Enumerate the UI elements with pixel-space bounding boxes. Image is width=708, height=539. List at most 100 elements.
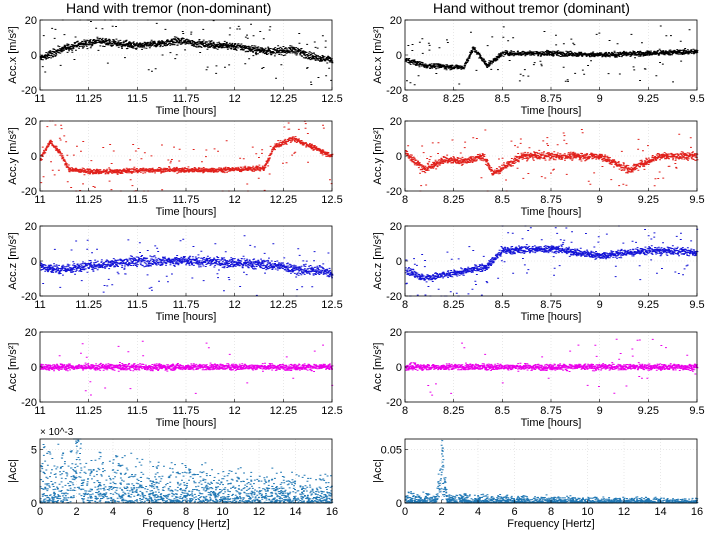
x-tick-label: 8.25 (443, 405, 464, 417)
x-tick-label: 8.5 (495, 93, 510, 105)
y-axis-label: |Acc| (372, 459, 384, 483)
x-axis-label: Time [hours] (156, 417, 217, 429)
panel-right-fft: 0 2 4 6 8 10 12 14 16 0 0.05 Frequency [Hertz] |Acc| (372, 438, 703, 530)
x-tick-label: 8.75 (540, 405, 561, 417)
x-tick-label: 9.5 (689, 93, 704, 105)
x-tick-label: 11.25 (75, 194, 102, 206)
y-axis-label: Acc.x [m/s²] (372, 26, 384, 83)
y-tick-label: -20 (386, 397, 402, 409)
x-tick-label: 11 (34, 405, 45, 417)
x-tick-label: 0 (37, 506, 43, 518)
panel-left-accz: 11 11.25 11.5 11.75 12 12.25 12.5 -20 0 20 Time [h… (7, 221, 343, 323)
x-tick-label: 4 (475, 506, 481, 518)
x-tick-label: 9 (597, 299, 603, 311)
y-tick-label: 5 (31, 445, 37, 457)
x-tick-label: 9.5 (689, 194, 704, 206)
x-tick-label: 2 (438, 506, 444, 518)
x-tick-label: 8.75 (540, 93, 561, 105)
y-tick-label: 20 (390, 116, 402, 128)
axes-box (39, 120, 333, 192)
y-tick-label: 20 (390, 15, 402, 27)
panel-left-acc: 11 11.25 11.5 11.75 12 12.25 12.5 -20 0 20 Time [h… (7, 327, 343, 429)
x-tick-label: 8 (402, 93, 408, 105)
x-tick-label: 9.25 (638, 299, 659, 311)
panel-right-accz: 8 8.25 8.5 8.75 9 9.25 9.5 -20 0 20 Time [hours] Ac… (372, 221, 705, 323)
x-tick-label: 12 (229, 93, 241, 105)
x-axis-label: Time [hours] (521, 105, 582, 117)
y-tick-label: 0.05 (381, 445, 402, 457)
x-tick-label: 11.25 (75, 299, 102, 311)
x-tick-label: 9.5 (689, 405, 704, 417)
panel-left-accx: 11 11.25 11.5 11.75 12 12.25 12.5 -20 0 20 Time [h… (7, 15, 343, 117)
x-axis-label: Time [hours] (156, 206, 217, 218)
x-tick-label: 8.5 (495, 299, 510, 311)
y-tick-label: 0 (31, 50, 37, 62)
x-tick-label: 12 (229, 299, 241, 311)
y-tick-label: 0 (31, 362, 37, 374)
panel-left-accy: 11 11.25 11.5 11.75 12 12.25 12.5 -20 0 20 Time [h… (7, 116, 343, 218)
left-column-title: Hand with tremor (non-dominant) (66, 0, 272, 16)
y-axis-label: Acc [m/s²] (372, 343, 384, 392)
y-axis-label: Acc.z [m/s²] (7, 232, 19, 289)
y-tick-label: 0 (31, 498, 37, 510)
y-tick-label: -20 (21, 291, 37, 303)
data-series-left-accz (39, 235, 334, 297)
x-tick-label: 12 (618, 506, 630, 518)
data-series-left-fft (39, 438, 334, 504)
x-tick-label: 8 (183, 506, 189, 518)
x-tick-label: 14 (289, 506, 301, 518)
x-tick-label: 11 (34, 299, 45, 311)
y-tick-label: 20 (25, 221, 37, 233)
x-tick-label: 8.25 (443, 93, 464, 105)
y-axis-label: |Acc| (7, 459, 19, 483)
x-tick-label: 11.75 (173, 299, 200, 311)
y-tick-label: -20 (386, 291, 402, 303)
x-tick-label: 11.5 (127, 93, 148, 105)
x-tick-label: 12.5 (321, 93, 342, 105)
y-tick-label: -20 (21, 186, 37, 198)
data-series-left-acc (39, 340, 334, 396)
x-tick-label: 11.75 (173, 405, 200, 417)
x-tick-label: 9 (597, 194, 603, 206)
x-tick-label: 8 (548, 506, 554, 518)
x-tick-label: 11 (34, 93, 45, 105)
x-tick-label: 9.5 (689, 299, 704, 311)
y-tick-label: 0 (396, 362, 402, 374)
x-axis-label: Frequency [Hertz] (507, 518, 594, 530)
x-axis-label: Time [hours] (156, 105, 217, 117)
x-tick-label: 9.25 (638, 93, 659, 105)
y-tick-label: -20 (386, 186, 402, 198)
x-tick-label: 0 (402, 506, 408, 518)
x-tick-label: 11.5 (127, 194, 148, 206)
x-tick-label: 11.25 (75, 405, 102, 417)
x-tick-label: 9.25 (638, 405, 659, 417)
x-tick-label: 8.25 (443, 194, 464, 206)
y-tick-label: 20 (390, 221, 402, 233)
x-tick-label: 8 (402, 299, 408, 311)
y-axis-label: Acc.y [m/s²] (7, 127, 19, 184)
x-tick-label: 12 (229, 405, 241, 417)
x-tick-label: 12.5 (321, 299, 342, 311)
x-tick-label: 11 (34, 194, 45, 206)
y-tick-label: -20 (386, 85, 402, 97)
x-tick-label: 8.25 (443, 299, 464, 311)
data-series-right-fft (404, 440, 699, 504)
x-tick-label: 8.75 (540, 299, 561, 311)
x-tick-label: 10 (581, 506, 593, 518)
x-tick-label: 11.5 (127, 299, 148, 311)
x-tick-label: 8.75 (540, 194, 561, 206)
y-axis-label: Acc [m/s²] (7, 343, 19, 392)
y-tick-label: 0 (396, 50, 402, 62)
x-tick-label: 10 (216, 506, 228, 518)
y-tick-label: 0 (396, 498, 402, 510)
x-tick-label: 2 (73, 506, 79, 518)
y-tick-label: 0 (31, 256, 37, 268)
y-tick-label: 20 (390, 327, 402, 339)
y-axis-label: Acc.x [m/s²] (7, 26, 19, 83)
x-axis-label: Time [hours] (521, 311, 582, 323)
data-series-right-accz (404, 225, 699, 297)
y-tick-label: 0 (396, 256, 402, 268)
axis-exponent-label: × 10^-3 (40, 427, 74, 438)
x-tick-label: 12.25 (270, 93, 298, 105)
x-axis-label: Time [hours] (521, 206, 582, 218)
